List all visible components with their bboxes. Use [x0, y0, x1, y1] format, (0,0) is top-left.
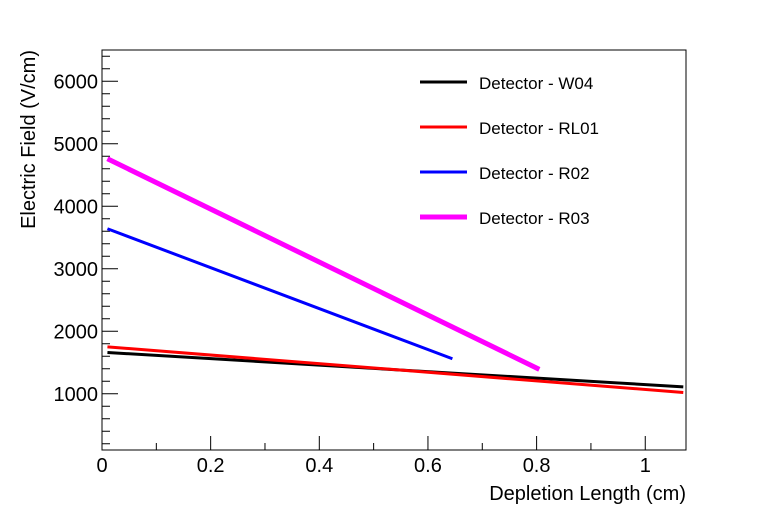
legend: Detector - W04 Detector - RL01 Detector - …	[420, 74, 599, 228]
axis-ticks: 0 0.2 0.4 0.6 0.8 1 1000 2000 3000 4000 5000 6000	[54, 55, 651, 477]
x-axis-label: Depletion Length (cm)	[489, 483, 686, 505]
x-tick-label: 0.6	[414, 455, 442, 477]
legend-label: Detector - RL01	[479, 119, 599, 138]
series-line	[106, 156, 541, 372]
plot-frame	[101, 49, 687, 451]
y-tick-label: 1000	[54, 384, 99, 406]
y-tick-label: 3000	[54, 259, 99, 281]
series-line	[106, 227, 453, 361]
x-tick-label: 0.2	[197, 455, 225, 477]
x-tick-label: 0.8	[523, 455, 551, 477]
y-tick-label: 5000	[54, 134, 99, 156]
y-tick-label: 6000	[54, 71, 99, 93]
legend-label: Detector - W04	[479, 74, 593, 93]
series-lines	[106, 156, 684, 394]
x-tick-label: 1	[640, 455, 651, 477]
x-tick-label: 0.4	[305, 455, 333, 477]
legend-label: Detector - R03	[479, 209, 590, 228]
y-tick-label: 4000	[54, 196, 99, 218]
legend-label: Detector - R02	[479, 164, 590, 183]
x-tick-label: 0	[96, 455, 107, 477]
series-line	[107, 345, 684, 394]
y-axis-label: Electric Field (V/cm)	[18, 50, 40, 229]
y-tick-label: 2000	[54, 321, 99, 343]
